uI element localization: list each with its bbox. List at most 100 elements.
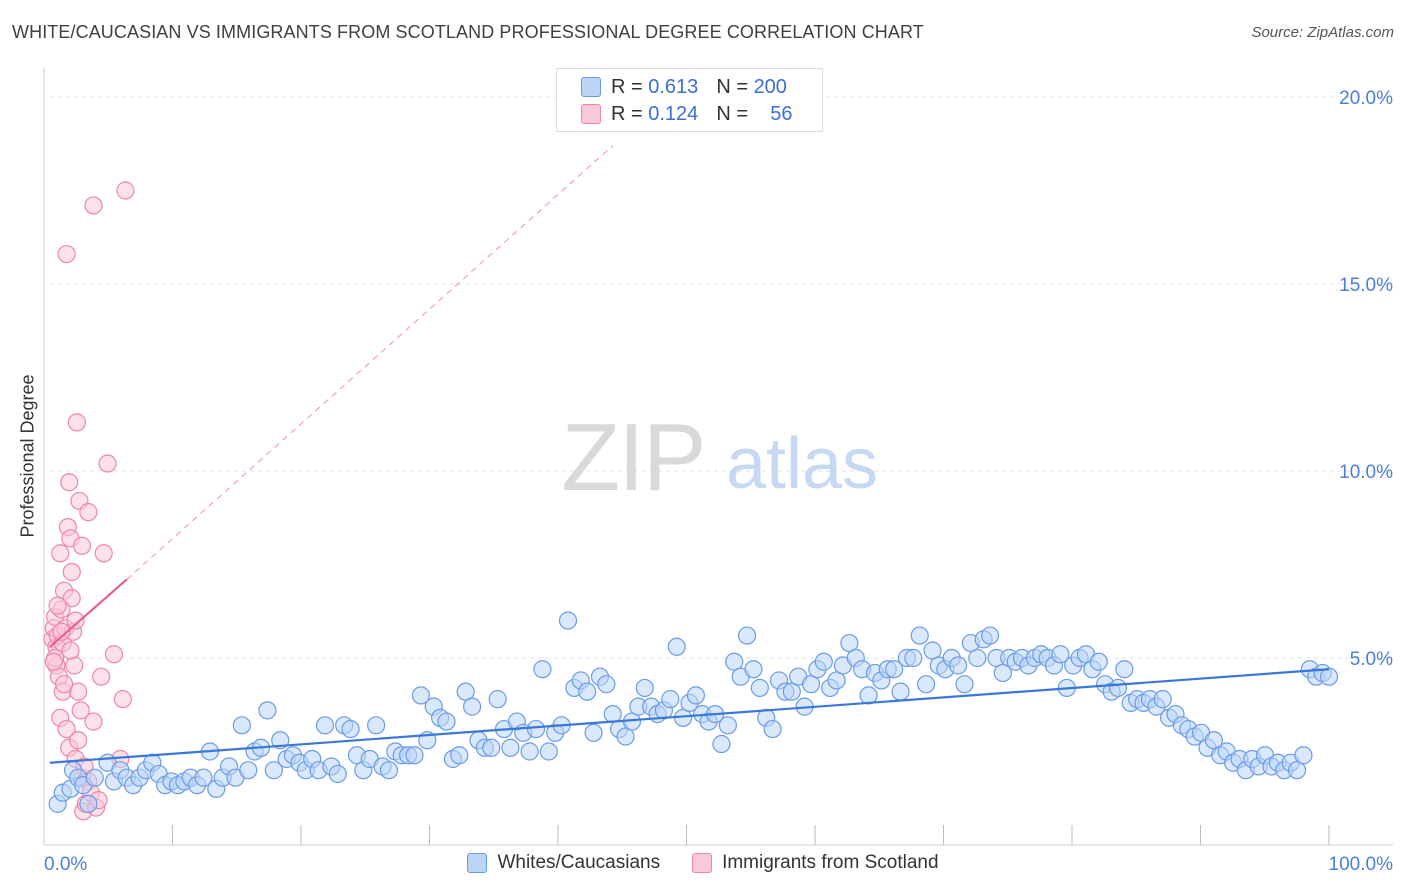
legend-n-label-blue: N = (716, 75, 748, 98)
blue-point-65 (462, 697, 482, 716)
pink-point-48 (116, 181, 135, 200)
grid-lines (50, 96, 1393, 659)
blue-point-100 (686, 686, 705, 705)
pink-point-55 (52, 622, 71, 641)
pink-point-14 (57, 719, 76, 739)
legend-row-blue: R = 0.613 N = 200 (581, 75, 787, 99)
blue-point-69 (488, 690, 507, 709)
pink-point-44 (98, 454, 117, 473)
series-legend: Whites/Caucasians Immigrants from Scotla… (0, 852, 1406, 874)
blue-point-71 (501, 738, 520, 757)
blue-point-157 (1051, 645, 1070, 664)
blue-point-46 (341, 719, 360, 739)
blue-point-76 (533, 660, 552, 679)
legend-swatch-pink (581, 104, 601, 124)
blue-point-144 (968, 648, 987, 668)
watermark-zip: ZIP (561, 404, 704, 511)
pink-point-20 (62, 562, 81, 582)
pink-point-16 (60, 473, 79, 492)
blue-point-34 (264, 761, 283, 780)
watermark-atlas: atlas (726, 424, 878, 504)
blue-point-6 (79, 794, 98, 813)
blue-point-141 (948, 656, 968, 675)
blue-point-7 (85, 768, 104, 787)
pink-point-43 (94, 544, 113, 563)
blue-point-63 (450, 746, 469, 765)
y-tick-label-2: 15.0% (1339, 275, 1393, 296)
blue-point-105 (718, 716, 737, 735)
blue-point-109 (744, 660, 763, 679)
pink-point-39 (84, 712, 103, 731)
correlation-legend: R = 0.613 N = 200 R = 0.124 N = 56 (556, 68, 823, 132)
legend-label-scotland: Immigrants from Scotland (722, 852, 939, 873)
blue-point-83 (578, 682, 597, 701)
pink-point-47 (113, 690, 133, 709)
blue-point-97 (667, 637, 686, 656)
blue-point-195 (1294, 746, 1313, 765)
blue-point-92 (635, 678, 654, 698)
pink-point-25 (67, 413, 86, 432)
legend-r-label-pink: R = (611, 102, 643, 125)
legend-n-label-pink: N = (716, 102, 748, 125)
blue-point-104 (712, 734, 731, 754)
blue-point-163 (1089, 652, 1108, 671)
pink-point-22 (65, 656, 84, 675)
legend-n-value-blue: 200 (753, 75, 787, 98)
blue-point-136 (917, 675, 936, 694)
legend-r-value-pink: 0.124 (648, 102, 699, 125)
legend-swatch-whites (467, 853, 488, 873)
legend-r-value-blue: 0.613 (648, 75, 699, 98)
legend-swatch-scotland (692, 853, 713, 873)
blue-point-77 (539, 742, 558, 761)
pink-point-27 (69, 682, 88, 701)
legend-swatch-blue (581, 77, 601, 97)
blue-point-146 (980, 626, 1000, 645)
pink-point-38 (84, 196, 103, 215)
blue-point-84 (584, 723, 603, 742)
blue-point-23 (194, 768, 213, 787)
legend-row-pink: R = 0.124 N = 56 (581, 102, 792, 126)
blue-point-96 (661, 690, 680, 709)
pink-point-54 (48, 596, 67, 615)
blue-point-166 (1108, 678, 1128, 698)
blue-point-33 (258, 701, 277, 720)
watermark: ZIP atlas (561, 404, 878, 511)
blue-point-52 (379, 761, 399, 780)
legend-label-whites: Whites/Caucasians (497, 852, 661, 873)
blue-point-110 (750, 678, 769, 698)
blue-point-57 (411, 686, 431, 705)
blue-point-86 (597, 675, 616, 694)
blue-point-80 (558, 611, 578, 630)
pink-point-26 (69, 731, 88, 750)
blue-point-167 (1115, 660, 1134, 679)
y-tick-label-3: 20.0% (1339, 88, 1393, 109)
chart-title: WHITE/CAUCASIAN VS IMMIGRANTS FROM SCOTL… (12, 22, 924, 42)
pink-point-51 (54, 675, 74, 694)
x-tick-label-0: 0.0% (44, 854, 87, 875)
legend-r-label-blue: R = (611, 75, 643, 98)
blue-point-173 (1153, 690, 1172, 709)
x-tick-label-1: 100.0% (1329, 854, 1394, 875)
pink-series-points (43, 181, 135, 821)
blue-point-68 (482, 738, 501, 757)
pink-point-7 (51, 544, 70, 563)
pink-point-42 (92, 667, 111, 686)
pink-trend-line (49, 578, 128, 648)
pink-point-13 (57, 244, 76, 264)
blue-series-points (48, 611, 1339, 813)
pink-point-52 (61, 641, 80, 660)
blue-point-30 (239, 761, 258, 780)
blue-point-108 (737, 626, 757, 645)
blue-point-134 (904, 648, 923, 668)
blue-point-135 (910, 626, 929, 645)
pink-point-19 (62, 589, 81, 608)
pink-trend-extension (126, 145, 614, 580)
blue-point-120 (814, 652, 833, 671)
pink-point-29 (71, 701, 90, 720)
axes (43, 68, 1393, 846)
legend-item-scotland: Immigrants from Scotland (692, 852, 939, 874)
blue-point-199 (1319, 667, 1339, 686)
blue-point-42 (315, 716, 335, 735)
pink-point-31 (72, 536, 92, 555)
